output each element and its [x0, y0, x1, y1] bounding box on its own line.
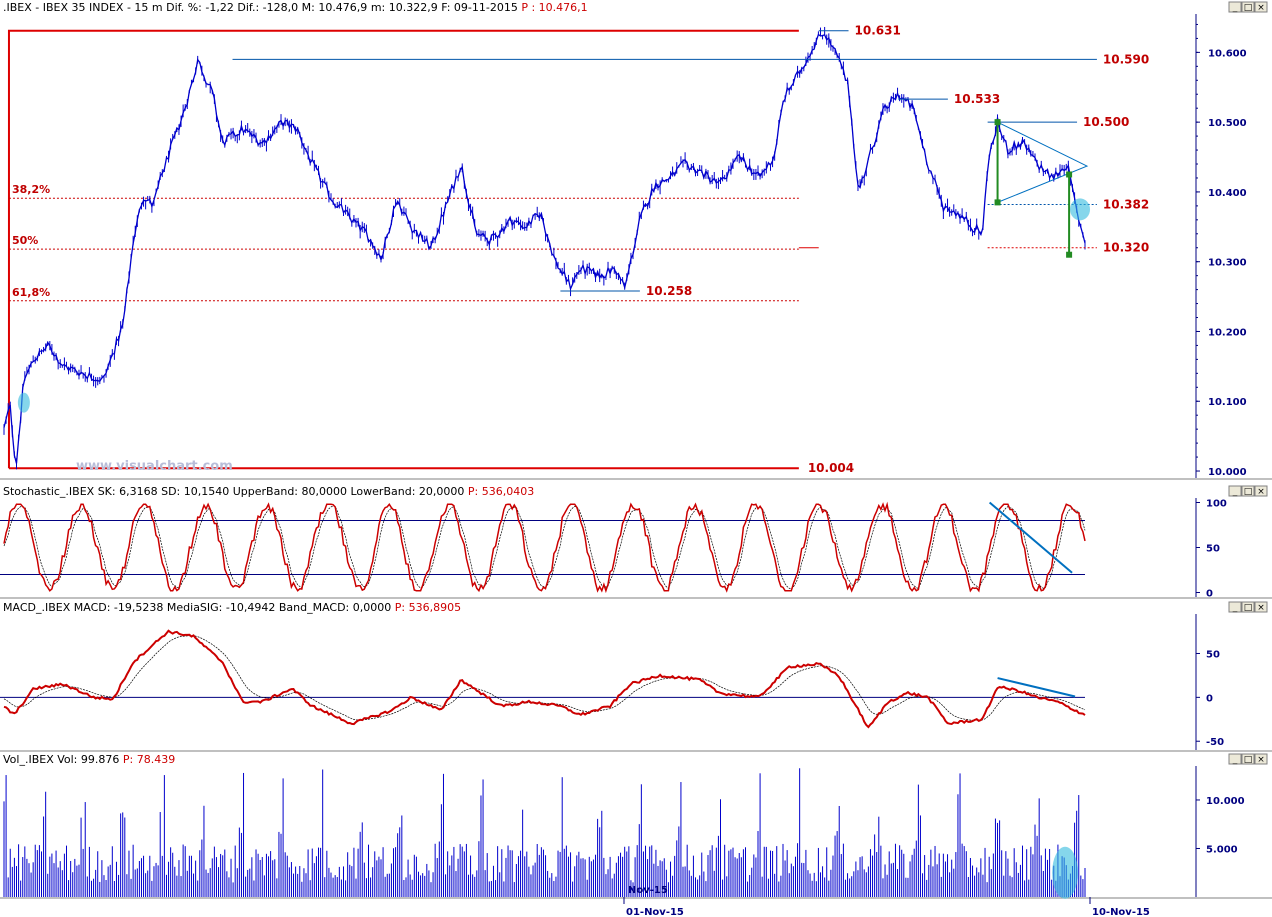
level-label-10.320: 10.320	[1103, 241, 1149, 255]
macd-signal-line	[3, 635, 1086, 721]
price-value: P : 10.476,1	[521, 1, 588, 14]
macd-trendline	[997, 677, 1076, 698]
vol-y-tick-label: 5.000	[1206, 844, 1238, 855]
price-bars	[3, 26, 1086, 470]
window-button-2	[1254, 601, 1268, 613]
stoch-y-tick-label: 100	[1206, 499, 1227, 510]
level-label-10.500: 10.500	[1083, 115, 1129, 129]
macd-band: Band_MACD: 0,0000	[278, 601, 392, 614]
watermark: www.visualchart.com	[76, 459, 233, 474]
window-button-0	[1228, 485, 1242, 497]
window-button-label-0: _	[1232, 603, 1238, 613]
measure-cap-2	[1066, 171, 1073, 178]
window-button-label-2: ×	[1257, 487, 1265, 497]
volume-bars	[3, 768, 1086, 897]
dif: Dif.: -128,0	[237, 1, 299, 14]
stoch-sd: SD: 10,1540	[161, 485, 230, 498]
price-y-tick-label: 10.600	[1208, 48, 1247, 59]
measure-cap-0	[994, 119, 1001, 126]
measure-cap-3	[1066, 251, 1073, 258]
stoch-upper: UpperBand: 80,0000	[232, 485, 347, 498]
min-value: m: 10.322,9	[370, 1, 438, 14]
stoch-panel-header: Stochastic_.IBEX SK: 6,3168 SD: 10,1540 …	[3, 485, 534, 498]
stoch-label: Stochastic_.IBEX SK: 6,3168	[3, 485, 158, 498]
window-button-label-2: ×	[1257, 3, 1265, 13]
stoch-sd-line	[3, 505, 1086, 590]
window-button-1	[1241, 601, 1255, 613]
macd-price: P: 536,8905	[394, 601, 462, 614]
window-button-label-1: □	[1244, 487, 1253, 497]
level-label-10.631: 10.631	[855, 24, 901, 38]
stoch-lower: LowerBand: 20,0000	[350, 485, 465, 498]
level-label-10.590: 10.590	[1103, 52, 1149, 66]
macd-y-tick-label: 0	[1206, 693, 1213, 704]
symbol: .IBEX	[3, 1, 32, 14]
highlight-end	[1070, 198, 1091, 221]
level-label-10.004: 10.004	[808, 461, 854, 475]
vol-y-tick-label: 10.000	[1206, 796, 1245, 807]
macd-label: MACD_.IBEX MACD: -19,5238	[3, 601, 164, 614]
window-button-label-1: □	[1244, 603, 1253, 613]
price-panel-header: .IBEX - IBEX 35 INDEX - 15 m Dif. %: -1,…	[3, 1, 588, 14]
window-button-0	[1228, 753, 1242, 765]
instrument-name: IBEX 35 INDEX	[42, 1, 124, 14]
price-y-tick-label: 10.200	[1208, 327, 1247, 338]
level-label-10.382: 10.382	[1103, 197, 1149, 211]
stoch-y-tick-label: 0	[1206, 589, 1213, 600]
window-button-2	[1254, 753, 1268, 765]
x-label-1: 10-Nov-15	[1092, 907, 1150, 917]
window-button-label-0: _	[1232, 3, 1238, 13]
fib-label-0: 38,2%	[12, 183, 50, 196]
fib-label-1: 50%	[12, 234, 38, 247]
vol-panel-header: Vol_.IBEX Vol: 99.876 P: 78.439	[3, 753, 175, 766]
window-button-0	[1228, 601, 1242, 613]
x-label-0: 01-Nov-15	[626, 907, 684, 917]
window-button-1	[1241, 753, 1255, 765]
window-button-0	[1228, 1, 1242, 13]
price-y-tick-label: 10.000	[1208, 467, 1247, 478]
window-button-label-1: □	[1244, 3, 1253, 13]
date-value: F: 09-11-2015	[441, 1, 518, 14]
dif-pct: Dif. %: -1,22	[166, 1, 234, 14]
measure-cap-1	[994, 199, 1001, 206]
stoch-trendline	[988, 501, 1073, 574]
macd-line	[3, 629, 1086, 729]
price-y-tick-label: 10.400	[1208, 188, 1247, 199]
level-label-10.258: 10.258	[646, 284, 692, 298]
price-y-tick-label: 10.300	[1208, 258, 1247, 269]
window-button-label-0: _	[1232, 487, 1238, 497]
price-y-tick-label: 10.100	[1208, 397, 1247, 408]
stoch-sk-line	[3, 501, 1086, 594]
macd-panel-header: MACD_.IBEX MACD: -19,5238 MediaSIG: -10,…	[3, 601, 461, 614]
vol-label: Vol_.IBEX Vol: 99.876	[3, 753, 120, 766]
max-value: M: 10.476,9	[301, 1, 368, 14]
price-y-tick-label: 10.500	[1208, 118, 1247, 129]
level-label-10.533: 10.533	[954, 92, 1000, 106]
interval: 15 m	[134, 1, 163, 14]
triangle-pattern	[997, 121, 1089, 203]
window-button-label-0: _	[1232, 755, 1238, 765]
fib-label-2: 61,8%	[12, 286, 50, 299]
highlight-start	[17, 392, 30, 413]
window-button-1	[1241, 485, 1255, 497]
range-box-left-top	[7, 29, 799, 469]
window-button-label-2: ×	[1257, 755, 1265, 765]
window-button-1	[1241, 1, 1255, 13]
window-button-2	[1254, 1, 1268, 13]
vol-price: P: 78.439	[122, 753, 176, 766]
vol-overlay-label: Nov-15	[628, 885, 668, 896]
highlight-volume	[1052, 846, 1079, 899]
window-button-label-2: ×	[1257, 603, 1265, 613]
macd-y-tick-label: -50	[1206, 737, 1224, 748]
window-button-label-1: □	[1244, 755, 1253, 765]
macd-y-tick-label: 50	[1206, 649, 1220, 660]
stoch-y-tick-label: 50	[1206, 544, 1220, 555]
stoch-price: P: 536,0403	[467, 485, 535, 498]
macd-signal: MediaSIG: -10,4942	[166, 601, 276, 614]
window-button-2	[1254, 485, 1268, 497]
